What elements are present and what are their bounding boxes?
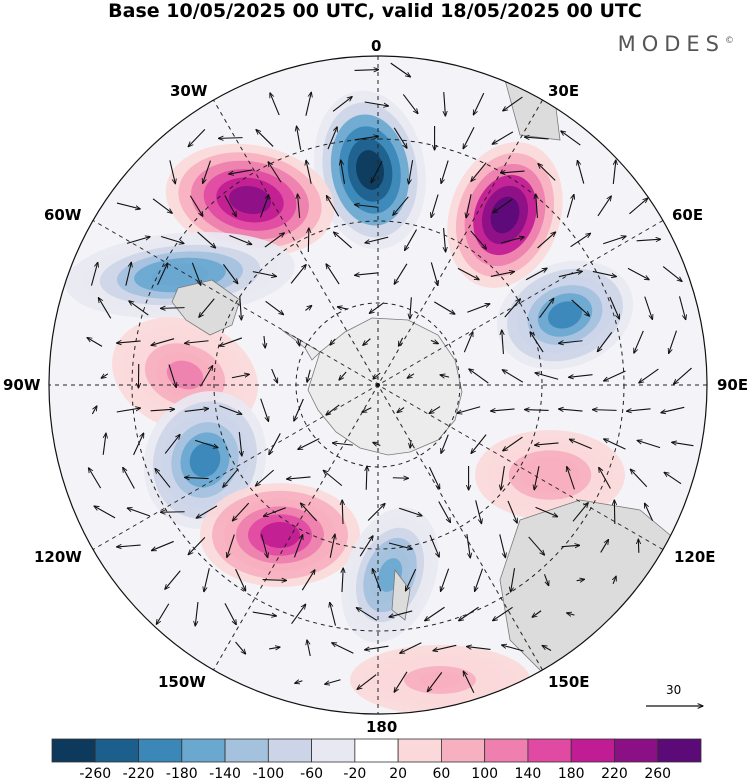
colorbar-swatch — [138, 738, 183, 763]
lon-label-150e: 150E — [548, 673, 590, 691]
anomaly-positive — [200, 483, 360, 587]
anomaly-negative — [314, 90, 426, 250]
colorbar-swatch — [311, 738, 356, 763]
colorbar-swatch — [484, 738, 529, 763]
colorbar-label: -100 — [252, 766, 285, 782]
colorbar-swatch — [570, 738, 615, 763]
colorbar-swatch — [614, 738, 659, 763]
wind-vectors — [87, 62, 694, 693]
colorbar-label: 220 — [601, 766, 628, 782]
colorbar-label: -260 — [79, 766, 112, 782]
colorbar-swatch — [440, 738, 486, 763]
lon-label-180: 180 — [366, 718, 398, 736]
anomaly-positive — [475, 430, 625, 520]
colorbar — [51, 738, 702, 763]
new-zealand — [391, 568, 411, 621]
colorbar-label: 140 — [514, 766, 542, 782]
lon-label-90w: 90W — [3, 376, 41, 394]
colorbar-label: -140 — [209, 766, 241, 782]
colorbar-swatch — [181, 738, 226, 763]
colorbar-label: -220 — [122, 766, 155, 782]
colorbar-swatch — [224, 738, 269, 763]
lon-label-0: 0 — [371, 37, 382, 55]
colorbar-label: 180 — [557, 766, 585, 782]
map-boundary — [48, 55, 708, 715]
colorbar-swatch — [51, 738, 96, 763]
lon-label-30e: 30E — [548, 82, 580, 100]
lon-label-30w: 30W — [170, 82, 208, 100]
colorbar-swatch — [397, 738, 442, 763]
anomaly-negative — [496, 260, 634, 370]
map-title: Base 10/05/2025 00 UTC, valid 18/05/2025… — [108, 0, 642, 22]
colorbar-swatch — [267, 738, 313, 763]
anomaly-positive — [350, 645, 530, 714]
colorbar-label: -20 — [343, 766, 367, 782]
colorbar-label: 100 — [471, 766, 499, 782]
colorbar-label: 20 — [389, 766, 408, 782]
lon-label-150w: 150W — [158, 673, 206, 691]
lon-label-60e: 60E — [672, 206, 704, 224]
antarctica — [307, 317, 463, 456]
pole-marker — [376, 383, 380, 387]
colorbar-swatch — [94, 738, 139, 763]
colorbar-label: -60 — [300, 766, 324, 782]
colorbar-label: 60 — [432, 766, 451, 782]
colorbar-swatch — [527, 738, 572, 763]
reference-vector-label: 30 — [666, 683, 682, 697]
colorbar-label: 260 — [644, 766, 672, 782]
lon-label-120e: 120E — [674, 548, 716, 566]
lon-label-60w: 60W — [44, 206, 82, 224]
colorbar-label: -180 — [165, 766, 198, 782]
lon-label-90e: 90E — [717, 376, 749, 394]
brand-logo: MODES© — [617, 32, 734, 56]
colorbar-swatch — [657, 738, 702, 763]
colorbar-swatch — [354, 738, 399, 763]
lon-label-120w: 120W — [34, 548, 82, 566]
